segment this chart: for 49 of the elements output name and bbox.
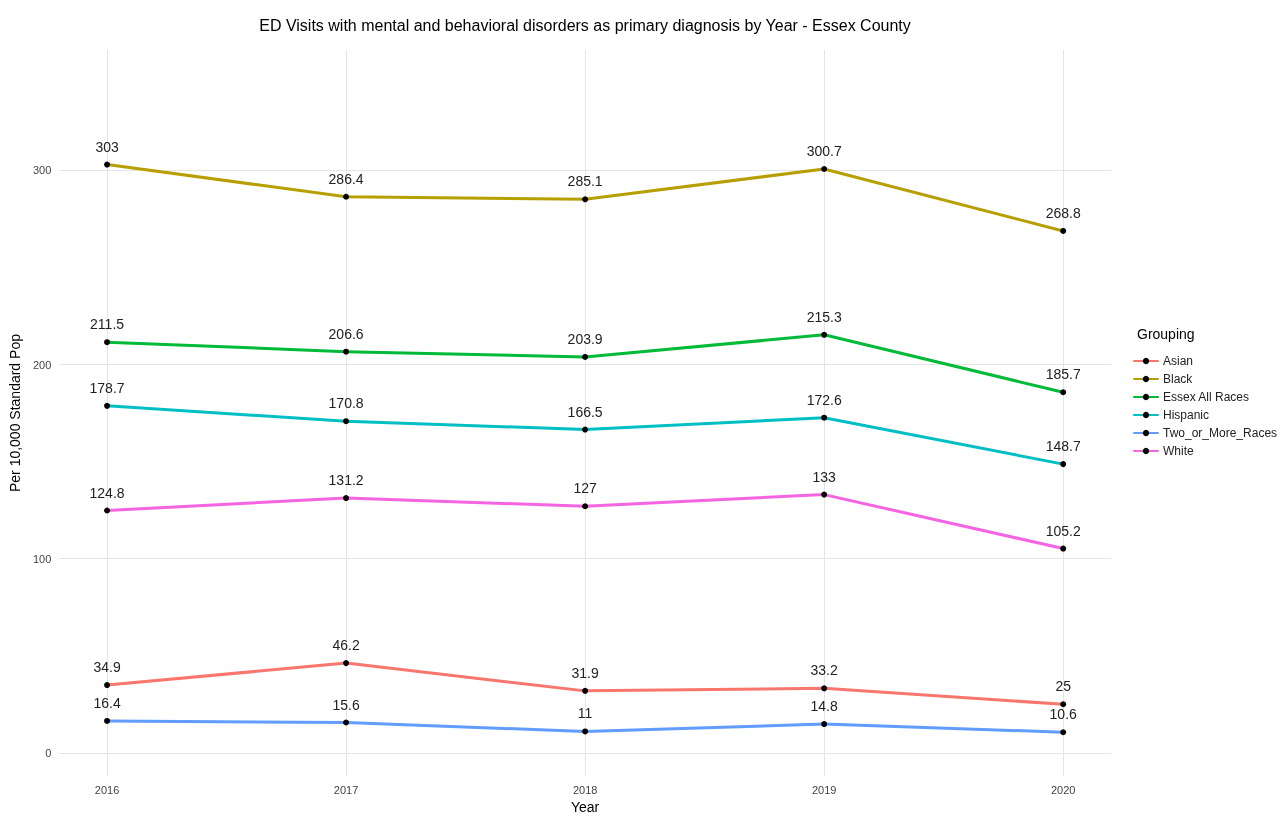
data-label: 206.6 (328, 325, 364, 342)
data-label: 286.4 (328, 170, 364, 187)
data-label: 33.2 (810, 662, 838, 679)
data-label: 105.2 (1045, 522, 1081, 539)
data-label: 14.8 (810, 698, 838, 715)
data-label: 25 (1055, 678, 1072, 695)
x-tick-label: 2016 (94, 783, 120, 796)
data-label: 148.7 (1045, 438, 1081, 455)
data-label: 34.9 (93, 659, 121, 676)
y-tick-label: 100 (32, 552, 52, 565)
y-axis-title: Per 10,000 Standard Pop (7, 333, 23, 493)
data-label: 127 (573, 480, 598, 497)
data-label: 31.9 (571, 664, 599, 681)
data-label: 166.5 (567, 403, 603, 420)
y-tick-label: 300 (32, 164, 52, 177)
x-tick-label: 2019 (811, 783, 837, 796)
y-tick-label: 0 (45, 746, 52, 759)
y-tick-label: 200 (32, 358, 52, 371)
legend-label: Black (1163, 372, 1194, 386)
x-tick-label: 2017 (333, 783, 359, 796)
data-label: 16.4 (93, 694, 121, 711)
data-label: 131.2 (328, 472, 364, 489)
data-label: 203.9 (567, 330, 603, 347)
data-label: 170.8 (328, 395, 364, 412)
legend-title: Grouping (1137, 326, 1195, 342)
data-label: 211.5 (90, 316, 125, 333)
x-axis-title: Year (570, 799, 600, 815)
legend-label: Asian (1163, 354, 1194, 368)
legend-label: White (1163, 444, 1194, 458)
x-tick-label: 2018 (572, 783, 598, 796)
x-tick-label: 2020 (1050, 783, 1076, 796)
data-label: 303 (95, 138, 119, 155)
data-label: 15.6 (332, 696, 360, 713)
legend-label: Two_or_More_Races (1163, 426, 1278, 440)
data-label: 46.2 (332, 637, 360, 654)
data-label: 285.1 (567, 173, 603, 190)
data-label: 124.8 (89, 484, 125, 501)
data-label: 215.3 (806, 308, 842, 325)
legend-label: Essex All Races (1163, 390, 1250, 404)
data-label: 268.8 (1045, 204, 1081, 221)
legend-label: Hispanic (1163, 408, 1210, 422)
data-label: 172.6 (806, 391, 842, 408)
data-label: 10.6 (1049, 706, 1078, 723)
data-label: 11 (577, 705, 593, 722)
data-label: 178.7 (89, 379, 125, 396)
chart-title: ED Visits with mental and behavioral disorders as primary diagnosis by Year - Essex County (259, 16, 911, 34)
data-label: 185.7 (1045, 366, 1081, 383)
data-label: 133 (812, 468, 837, 485)
data-label: 300.7 (806, 143, 842, 160)
